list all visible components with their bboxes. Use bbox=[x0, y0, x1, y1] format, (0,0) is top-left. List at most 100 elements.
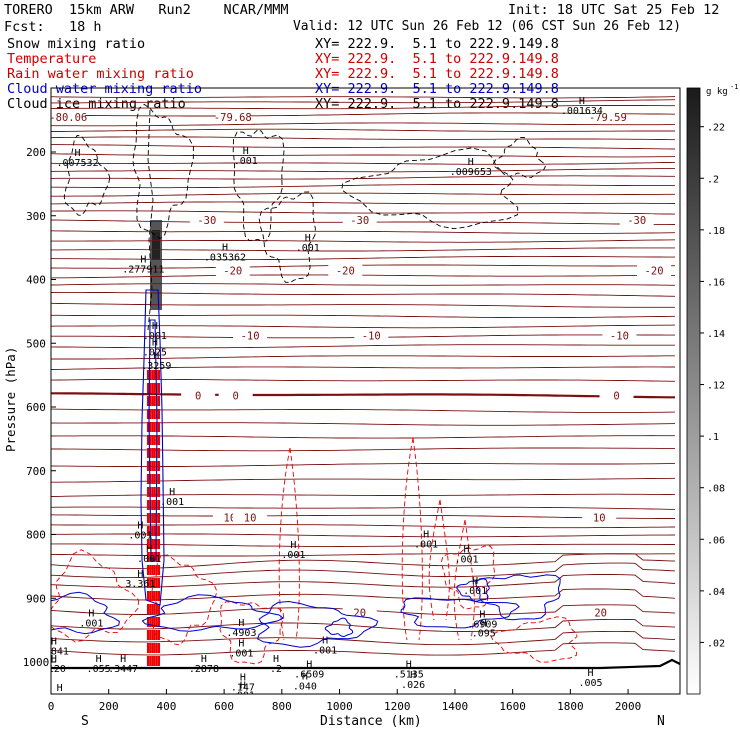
maximum-marker: H bbox=[273, 654, 279, 665]
maximum-value-label: .3259 bbox=[141, 361, 171, 372]
maximum-value-label: .001 bbox=[231, 690, 255, 701]
y-tick-label: 700 bbox=[26, 465, 46, 478]
isotherm-line bbox=[51, 422, 676, 426]
isotherm-line bbox=[51, 524, 676, 529]
isotherm-line bbox=[51, 618, 676, 632]
isotherm-line bbox=[51, 506, 676, 510]
maximum-marker: H bbox=[463, 545, 469, 556]
maximum-marker: H bbox=[588, 668, 594, 679]
maximum-value-label: .2878 bbox=[189, 664, 219, 675]
maximum-marker: H bbox=[472, 576, 478, 587]
maximum-value-label: .040 bbox=[293, 681, 317, 692]
maximum-marker: H bbox=[75, 148, 81, 159]
isotherm-line bbox=[51, 291, 676, 297]
isotherm-label: -30 bbox=[350, 215, 369, 227]
rain-contour bbox=[151, 554, 218, 646]
maximum-value-label: .1841 bbox=[39, 646, 69, 657]
snow-contour bbox=[147, 109, 154, 331]
isotherm-label-bg bbox=[189, 214, 224, 227]
field-xy-snow: XY= 222.9. 5.1 to 222.9.149.8 bbox=[315, 36, 559, 52]
isotherm-label-bg bbox=[354, 329, 389, 342]
maximum-marker: H bbox=[137, 520, 143, 531]
colorbar-unit-exponent: -1 bbox=[730, 83, 738, 91]
field-xy-cloud-ice: XY= 222.9. 5.1 to 222.9.149.8 bbox=[315, 96, 559, 112]
isotherm-line bbox=[51, 493, 676, 497]
colorbar-tick-label: .18 bbox=[707, 226, 725, 237]
maximum-marker: H bbox=[240, 673, 246, 684]
isotherm-line bbox=[51, 122, 675, 127]
isotherm-label-bg bbox=[215, 264, 250, 277]
isotherm-line bbox=[51, 128, 675, 132]
cloud-water-contour bbox=[148, 319, 158, 561]
maximum-marker: H bbox=[51, 654, 57, 665]
colorbar-tick-label: .12 bbox=[707, 381, 725, 392]
isotherm-label-bg bbox=[602, 329, 637, 342]
isotherm-line bbox=[51, 136, 676, 141]
rain-contour bbox=[51, 549, 140, 643]
maximum-marker: H bbox=[406, 659, 412, 670]
isotherm-line bbox=[51, 144, 676, 150]
isotherm-label-bg bbox=[51, 110, 86, 123]
isotherm-label-bg bbox=[619, 214, 654, 227]
snow-contour bbox=[132, 103, 194, 239]
isotherm-label-bg bbox=[212, 511, 247, 524]
x-axis-south-label: S bbox=[81, 714, 89, 729]
isotherm-label: -30 bbox=[197, 215, 216, 227]
maximum-marker: H bbox=[201, 654, 207, 665]
x-tick-label: 2000 bbox=[615, 700, 642, 713]
maximum-marker: H bbox=[243, 146, 249, 157]
cloud-water-contour bbox=[256, 600, 379, 648]
y-axis-label: Pressure (hPa) bbox=[3, 347, 18, 452]
isotherm-line bbox=[51, 239, 676, 243]
isotherm-line bbox=[51, 463, 675, 468]
x-axis-north-label: N bbox=[657, 714, 665, 729]
isotherm-line bbox=[51, 264, 676, 269]
isotherm-line bbox=[51, 175, 675, 180]
isotherm-label-bg bbox=[637, 264, 672, 277]
maximum-value-label: 3.361 bbox=[125, 579, 155, 590]
maximum-marker: H bbox=[240, 680, 246, 691]
y-tick-label: 1000 bbox=[23, 656, 50, 669]
field-name-snow: Snow mixing ratio bbox=[7, 36, 146, 52]
isotherm-line bbox=[51, 630, 676, 646]
isotherm-label-bg bbox=[215, 110, 250, 123]
isotherm-line bbox=[51, 96, 676, 99]
maximum-value-label: .4903 bbox=[226, 628, 256, 639]
snow-contour bbox=[258, 191, 316, 284]
field-name-cloud-ice: Cloud ice mixing ratio bbox=[7, 96, 186, 112]
colorbar-tick-label: .2 bbox=[707, 174, 719, 185]
forecast-hour: Fcst: 18 h bbox=[4, 19, 102, 35]
maximum-marker: H bbox=[238, 638, 244, 649]
isotherm-line bbox=[51, 355, 675, 360]
maximum-value-label: .001 bbox=[313, 646, 337, 657]
isotherm-label-bg bbox=[582, 511, 617, 524]
isotherm-line bbox=[51, 562, 676, 579]
isotherm-label: -10 bbox=[241, 331, 260, 343]
isotherm-line bbox=[51, 99, 676, 104]
field-name-cloud-water: Cloud water mixing ratio bbox=[7, 81, 203, 97]
init-time: Init: 18 UTC Sat 25 Feb 12 bbox=[508, 2, 720, 18]
maximum-value-label: .001 bbox=[463, 586, 487, 597]
x-tick-label: 600 bbox=[214, 700, 234, 713]
x-axis-label: Distance (km) bbox=[320, 714, 422, 729]
cloud-water-contour bbox=[475, 574, 561, 621]
isotherm-label: -10 bbox=[362, 331, 381, 343]
isotherm-line bbox=[51, 543, 675, 547]
maximum-marker: H bbox=[153, 351, 159, 362]
isotherm-label: -10 bbox=[610, 331, 629, 343]
isotherm-line bbox=[51, 184, 675, 189]
maximum-marker: H bbox=[322, 636, 328, 647]
isotherm-line bbox=[51, 255, 675, 261]
maximum-value-label: .250 bbox=[48, 693, 72, 704]
maximum-marker: H bbox=[57, 683, 63, 694]
maximum-marker: H bbox=[152, 337, 158, 348]
snow-contour bbox=[232, 128, 285, 242]
maximum-value-label: .001 bbox=[234, 156, 258, 167]
isotherm-line bbox=[51, 378, 676, 382]
colorbar-tick-label: .14 bbox=[707, 329, 725, 340]
isotherm-label-bg bbox=[342, 214, 377, 227]
maximum-marker: H bbox=[146, 544, 152, 555]
isotherm-line bbox=[51, 642, 676, 656]
maximum-value-label: .5135 bbox=[394, 669, 424, 680]
